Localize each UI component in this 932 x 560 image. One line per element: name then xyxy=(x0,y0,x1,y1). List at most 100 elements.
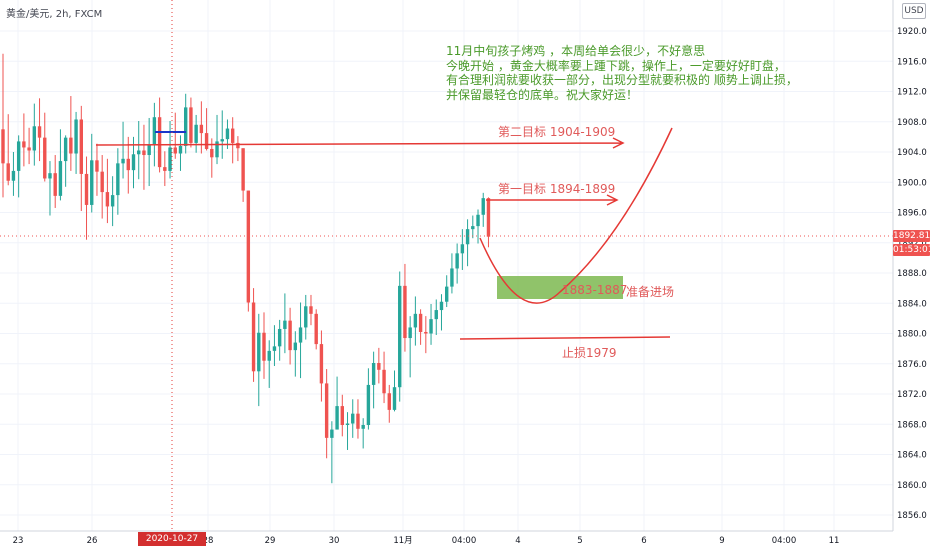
candle-body xyxy=(424,331,428,334)
candle-body xyxy=(63,137,68,162)
entry-zone-box[interactable] xyxy=(497,276,623,299)
y-tick-label: 1920.0 xyxy=(897,27,927,37)
y-tick-label: 1876.0 xyxy=(897,360,927,370)
candle-body xyxy=(48,173,52,179)
candle-body xyxy=(204,133,209,149)
candle-body xyxy=(131,154,136,171)
y-tick-label: 1856.0 xyxy=(897,511,927,521)
candle-body xyxy=(439,301,444,311)
candle-body xyxy=(236,142,240,149)
candle-body xyxy=(53,173,57,196)
candle-body xyxy=(476,214,480,227)
candle-body xyxy=(16,141,21,171)
price-axis[interactable]: 1920.0 1916.0 1912.0 1908.0 1904.0 1900.0 1896… xyxy=(897,27,927,521)
candle-body xyxy=(361,425,365,429)
x-tick-label: 26 xyxy=(87,536,98,546)
candle-body xyxy=(418,313,423,332)
candle-body xyxy=(95,160,99,172)
x-tick-label: 04:00 xyxy=(452,536,477,546)
candle-body xyxy=(455,253,459,269)
y-tick-label: 1888.0 xyxy=(897,269,927,279)
crosshair-date-badge: 2020-10-27 11:00 xyxy=(138,532,206,558)
candle-body xyxy=(6,163,10,181)
x-tick-label: 04:00 xyxy=(772,536,797,546)
stop-loss-label: 止损1979 xyxy=(562,346,617,360)
candle-body xyxy=(105,192,110,207)
target1-label: 第一目标 1894-1899 xyxy=(498,182,616,196)
currency-button[interactable]: USD xyxy=(902,3,926,19)
candle-body xyxy=(246,190,251,303)
x-tick-label: 4 xyxy=(515,536,520,546)
entry-zone-label: 1883-1887 xyxy=(562,283,628,297)
y-tick-label: 1864.0 xyxy=(897,451,927,461)
candle-body xyxy=(272,346,277,351)
candle-body xyxy=(340,406,344,426)
candle-body xyxy=(79,119,83,174)
target1-arrow-line[interactable] xyxy=(486,194,619,206)
candle-body xyxy=(110,195,115,207)
candle-body xyxy=(382,369,386,394)
candle-body xyxy=(74,119,78,154)
candle-body xyxy=(387,393,391,410)
symbol-title: 黄金/美元, 2h, FXCM xyxy=(6,9,103,20)
x-tick-label: 6 xyxy=(641,536,646,546)
candle-body xyxy=(11,170,16,181)
candle-body xyxy=(152,117,157,145)
y-tick-label: 1900.0 xyxy=(897,178,927,188)
candle-body xyxy=(168,147,172,171)
x-tick-label: 28 xyxy=(203,536,214,546)
candle-body xyxy=(230,128,235,143)
x-tick-label: 29 xyxy=(265,536,276,546)
countdown-badge: 01:53:01 xyxy=(893,244,932,256)
y-tick-label: 1872.0 xyxy=(897,390,927,400)
candle-body xyxy=(43,137,47,179)
candle-body xyxy=(450,268,454,287)
projection-curve[interactable] xyxy=(479,127,673,304)
candle-body xyxy=(257,332,261,372)
candle-body xyxy=(173,147,177,154)
annotation-line: 今晚开始 ，黄金大概率要上踵下跳，操作上，一定要好好盯盘， xyxy=(446,58,786,73)
x-tick-label: 5 xyxy=(577,536,582,546)
candle-body xyxy=(309,306,313,314)
candle-body xyxy=(178,145,183,154)
candle-body xyxy=(215,141,219,158)
candle-body xyxy=(1,129,5,164)
stop-loss-line[interactable] xyxy=(459,336,671,340)
annotation-line: 并保留最轻仓的底单。祝大家好运！ xyxy=(446,87,639,102)
candle-body xyxy=(251,302,256,372)
candle-body xyxy=(413,313,418,328)
candle-body xyxy=(398,285,402,388)
candle-body xyxy=(189,107,193,143)
candle-body xyxy=(220,139,224,142)
candle-body xyxy=(288,320,292,351)
candle-body xyxy=(335,406,339,430)
x-tick-label: 30 xyxy=(329,536,340,546)
candle-body xyxy=(429,319,433,334)
candle-body xyxy=(283,320,287,329)
candle-body xyxy=(142,150,146,156)
candle-body xyxy=(277,328,282,347)
y-tick-label: 1880.0 xyxy=(897,330,927,340)
candle-body xyxy=(403,285,407,339)
candle-body xyxy=(445,286,449,302)
annotation-line: 有合理利润就要收获一部分，出现分型就要积极的 顺势上调止损， xyxy=(446,73,798,87)
x-tick-label: 11 xyxy=(829,536,840,546)
candle-body xyxy=(27,147,31,151)
candle-body xyxy=(345,423,350,426)
last-price-badge: 1892.81 xyxy=(893,230,931,242)
candles xyxy=(1,53,491,484)
candle-body xyxy=(69,137,73,154)
candle-body xyxy=(262,332,266,361)
candle-body xyxy=(293,342,298,351)
candle-body xyxy=(377,362,381,370)
time-axis[interactable]: 23 26 28 29 30 11月 04:00 4 5 6 9 04:00 11 xyxy=(13,536,840,546)
candle-body xyxy=(22,141,26,148)
candle-body xyxy=(184,107,188,146)
candle-body xyxy=(90,160,94,205)
candle-body xyxy=(121,158,125,164)
upper-arrow-line[interactable] xyxy=(95,137,625,149)
candle-body xyxy=(351,413,355,424)
candle-body xyxy=(84,173,89,205)
x-tick-label: 9 xyxy=(719,536,724,546)
